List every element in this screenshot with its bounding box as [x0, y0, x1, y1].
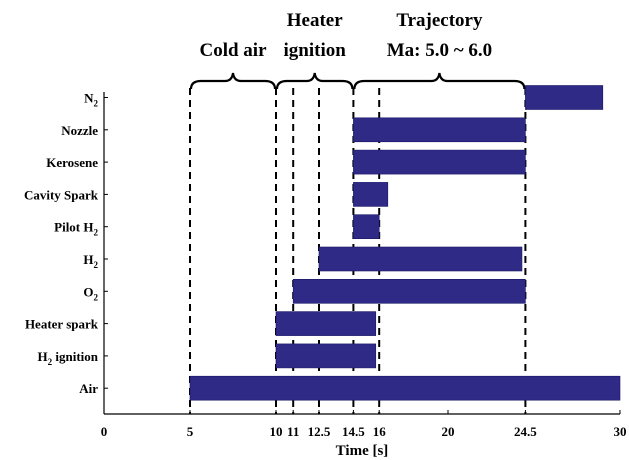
phase-label: ignition: [284, 40, 347, 61]
x-axis-label: Time [s]: [336, 443, 389, 459]
phase-brace: [189, 72, 277, 90]
phase-label: Cold air: [199, 40, 267, 61]
bars: [189, 85, 621, 401]
bar: [353, 117, 526, 143]
bar: [275, 311, 377, 336]
x-tick-label: 30: [614, 424, 627, 439]
bar: [275, 343, 377, 369]
phase-brace: [353, 72, 526, 90]
x-tick-label: 0: [101, 424, 108, 439]
phase-label: Trajectory: [396, 10, 483, 31]
x-tick-label: 14.5: [342, 424, 365, 439]
bar: [353, 214, 380, 239]
y-tick-label: Pilot H2: [54, 220, 98, 238]
bar: [292, 278, 526, 304]
y-tick-label: N2: [84, 91, 98, 109]
y-tick-label: H2 ignition: [38, 349, 99, 367]
phase-annotations: Cold air Heater ignition Trajectory Ma: 5.0 …: [189, 10, 526, 90]
y-tick-label: Heater spark: [25, 317, 99, 332]
x-tick-label: 5: [187, 424, 194, 439]
y-axis-labels: N2 Nozzle Kerosene Cavity Spark Pilot H2 H2 O2…: [24, 91, 108, 396]
x-tick-label: 24.5: [514, 424, 537, 439]
bar: [353, 182, 389, 207]
y-tick-label: Kerosene: [46, 155, 98, 170]
bar: [318, 246, 523, 272]
y-tick-label: O2: [83, 284, 98, 302]
phase-label: Ma: 5.0 ~ 6.0: [387, 40, 492, 61]
y-tick-label: Cavity Spark: [24, 187, 99, 202]
x-tick-label: 20: [442, 424, 455, 439]
x-tick-label: 12.5: [308, 424, 331, 439]
y-tick-label: Nozzle: [61, 123, 98, 138]
x-tick-label: 16: [373, 424, 387, 439]
y-tick-label: Air: [79, 381, 98, 396]
x-tick-label: 11: [287, 424, 299, 439]
phase-label: Heater: [287, 10, 343, 31]
y-tick-label: H2: [83, 252, 98, 270]
bar: [189, 375, 621, 401]
bar: [525, 85, 604, 110]
phase-brace: [275, 72, 354, 90]
x-axis-ticks: 0 5 10 11 12.5 14.5 16 20 24.5 30: [101, 410, 627, 439]
bar: [353, 149, 526, 175]
x-tick-label: 10: [270, 424, 283, 439]
